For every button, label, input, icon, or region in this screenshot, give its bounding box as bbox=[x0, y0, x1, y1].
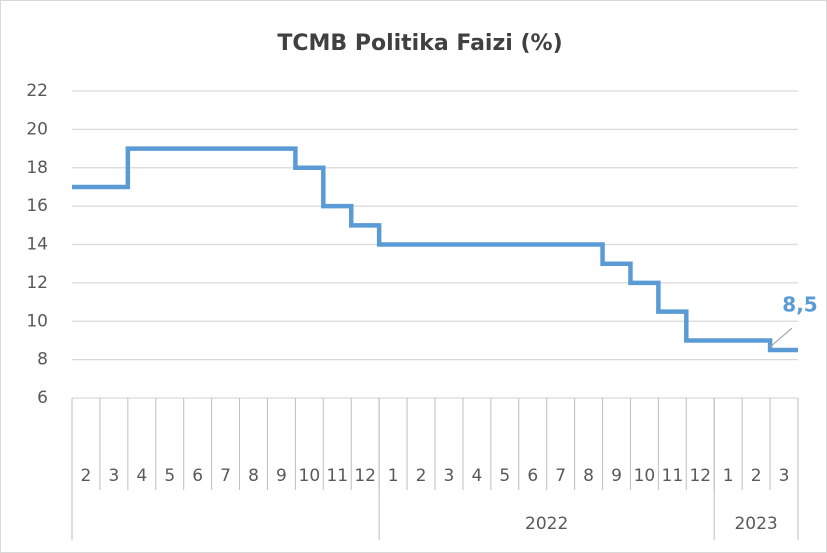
x-tick-label: 10 bbox=[299, 466, 321, 486]
x-tick-label: 1 bbox=[388, 466, 399, 486]
x-tick-label: 12 bbox=[354, 466, 376, 486]
label-leader bbox=[769, 327, 793, 348]
x-tick-label: 10 bbox=[634, 466, 656, 486]
y-tick-label: 12 bbox=[26, 273, 48, 293]
x-tick-label: 9 bbox=[611, 466, 622, 486]
chart-title: TCMB Politika Faizi (%) bbox=[277, 31, 562, 56]
x-tick-label: 12 bbox=[689, 466, 711, 486]
x-tick-label: 3 bbox=[108, 466, 119, 486]
x-tick-label: 4 bbox=[136, 466, 147, 486]
y-tick-label: 18 bbox=[26, 158, 48, 178]
x-tick-label: 2 bbox=[416, 466, 427, 486]
x-group-label: 2022 bbox=[525, 514, 568, 534]
y-tick-label: 6 bbox=[37, 388, 48, 408]
x-tick-label: 2 bbox=[751, 466, 762, 486]
x-tick-label: 5 bbox=[499, 466, 510, 486]
x-tick-label: 3 bbox=[779, 466, 790, 486]
y-tick-label: 14 bbox=[26, 235, 48, 255]
x-tick-label: 8 bbox=[248, 466, 259, 486]
x-tick-label: 9 bbox=[276, 466, 287, 486]
x-tick-label: 2 bbox=[81, 466, 92, 486]
y-tick-label: 8 bbox=[37, 350, 48, 370]
x-tick-label: 1 bbox=[723, 466, 734, 486]
x-tick-label: 4 bbox=[471, 466, 482, 486]
x-tick-label: 7 bbox=[555, 466, 566, 486]
x-tick-label: 11 bbox=[662, 466, 684, 486]
y-tick-label: 10 bbox=[26, 311, 48, 331]
x-tick-label: 6 bbox=[527, 466, 538, 486]
x-tick-label: 3 bbox=[444, 466, 455, 486]
y-tick-label: 22 bbox=[26, 81, 48, 101]
x-tick-label: 8 bbox=[583, 466, 594, 486]
x-tick-label: 7 bbox=[220, 466, 231, 486]
y-tick-label: 20 bbox=[26, 119, 48, 139]
line-series bbox=[72, 146, 798, 353]
x-tick-label: 11 bbox=[326, 466, 348, 486]
x-tick-label: 5 bbox=[164, 466, 175, 486]
x-group-label: 2023 bbox=[734, 514, 777, 534]
y-tick-label: 16 bbox=[26, 196, 48, 216]
x-tick-label: 6 bbox=[192, 466, 203, 486]
data-label: 8,5 bbox=[782, 293, 817, 317]
